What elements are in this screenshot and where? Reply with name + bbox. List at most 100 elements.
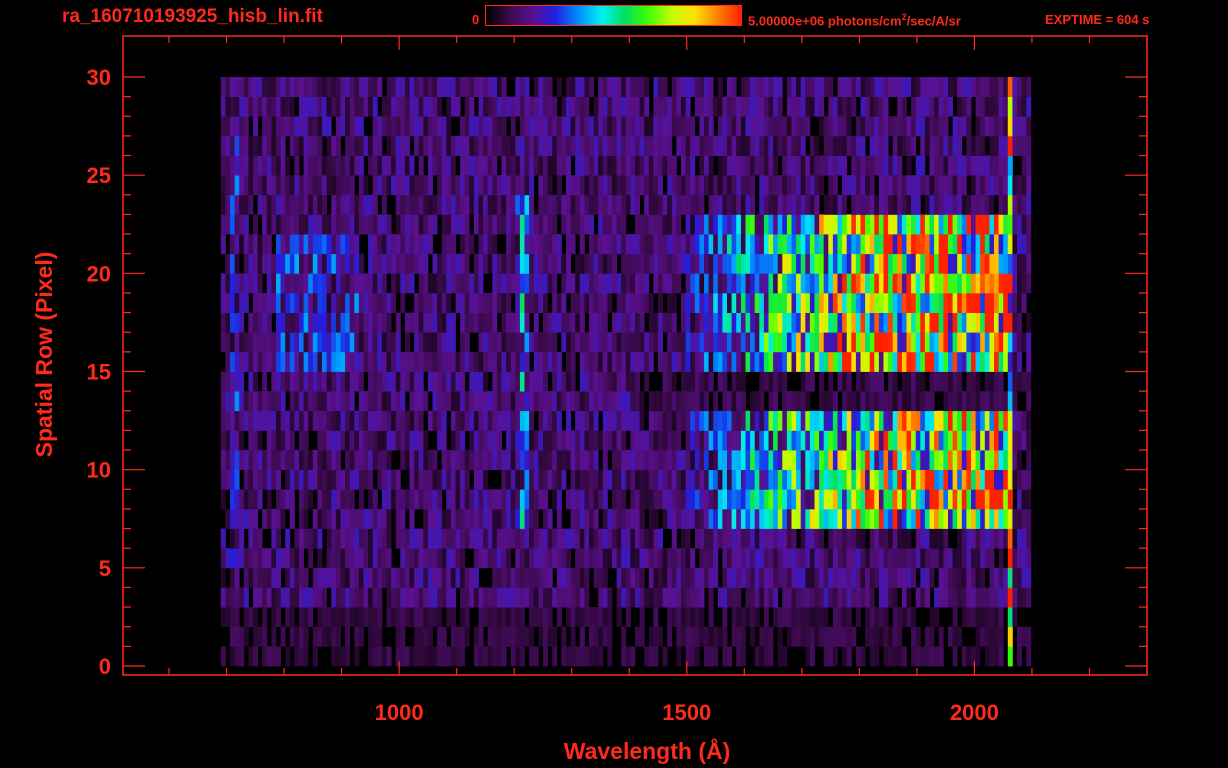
heatmap-cell [377,469,383,490]
heatmap-cell [934,194,940,215]
heatmap-cell [225,548,231,569]
heatmap-cell [363,607,369,628]
heatmap-cell [584,253,590,274]
heatmap-cell [713,567,719,588]
heatmap-cell [253,155,258,176]
heatmap-cell [814,410,820,431]
heatmap-cell [837,332,843,353]
heatmap-cell [593,351,599,372]
heatmap-cell [496,116,502,137]
heatmap-cell [1007,548,1013,569]
heatmap-cell [883,626,889,647]
heatmap-cell [570,332,576,353]
heatmap-cell [395,214,401,235]
heatmap-cell [589,214,594,235]
heatmap-cell [492,450,498,470]
heatmap-cell [294,194,300,215]
heatmap-cell [432,646,438,667]
heatmap-cell [519,273,525,294]
heatmap-cell [501,489,507,510]
heatmap-cell [570,528,576,549]
heatmap-cell [326,528,332,549]
heatmap-cell [786,607,792,628]
heatmap-cell [400,293,406,313]
heatmap-cell [368,135,374,156]
heatmap-cell [1007,469,1013,490]
heatmap-cell [828,646,834,667]
heatmap-cell [1007,430,1013,451]
heatmap-cell [842,646,848,667]
heatmap-cell [469,430,475,451]
heatmap-cell [331,214,337,235]
heatmap-cell [368,332,374,353]
heatmap-cell [271,567,277,588]
heatmap-cell [519,430,525,451]
heatmap-cell [303,293,309,313]
heatmap-cell [391,332,397,353]
heatmap-cell [450,96,456,117]
heatmap-cell [1012,607,1018,628]
heatmap-cell [671,391,677,412]
heatmap-cell [432,548,438,569]
heatmap-cell [483,430,489,451]
heatmap-cell [759,587,765,608]
heatmap-cell [386,116,392,137]
heatmap-cell [220,587,226,608]
heatmap-cell [911,194,917,215]
heatmap-cell [455,430,461,451]
heatmap-cell [326,214,332,235]
heatmap-cell [750,116,756,137]
heatmap-cell [842,391,848,412]
heatmap-cell [625,175,631,196]
heatmap-cell [791,77,797,97]
heatmap-cell [483,371,489,392]
heatmap-cell [276,234,281,255]
heatmap-cell [570,450,576,470]
heatmap-cell [722,607,728,628]
heatmap-cell [630,253,636,274]
heatmap-cell [846,410,852,431]
heatmap-cell [975,430,981,451]
heatmap-cell [938,293,944,313]
heatmap-cell [386,253,392,274]
heatmap-cell [363,587,369,608]
heatmap-cell [262,646,268,667]
heatmap-cell [354,214,360,235]
heatmap-cell [285,371,291,392]
heatmap-cell [759,548,765,569]
heatmap-cell [819,450,825,470]
heatmap-cell [681,332,686,353]
heatmap-cell [257,430,263,451]
heatmap-cell [556,528,562,549]
heatmap-cell [796,77,802,97]
heatmap-cell [616,273,622,294]
heatmap-cell [796,351,802,372]
heatmap-cell [915,587,921,608]
heatmap-cell [234,450,240,470]
heatmap-cell [943,273,949,294]
heatmap-cell [892,77,898,97]
heatmap-cell [874,351,880,372]
heatmap-cell [639,469,645,490]
heatmap-cell [248,135,254,156]
heatmap-cell [989,175,995,196]
heatmap-cell [225,469,231,490]
heatmap-cell [432,587,438,608]
heatmap-cell [450,626,456,647]
heatmap-cell [635,332,640,353]
heatmap-cell [423,96,429,117]
heatmap-cell [883,135,889,156]
heatmap-cell [515,646,521,667]
heatmap-cell [911,234,917,255]
heatmap-cell [566,234,571,255]
heatmap-cell [372,489,378,510]
heatmap-cell [262,332,268,353]
heatmap-cell [855,135,861,156]
heatmap-cell [851,410,857,431]
heatmap-cell [648,430,654,451]
heatmap-cell [487,175,493,196]
heatmap-cell [786,508,792,529]
heatmap-cell [556,77,562,97]
heatmap-cell [805,646,811,667]
heatmap-cell [855,116,861,137]
